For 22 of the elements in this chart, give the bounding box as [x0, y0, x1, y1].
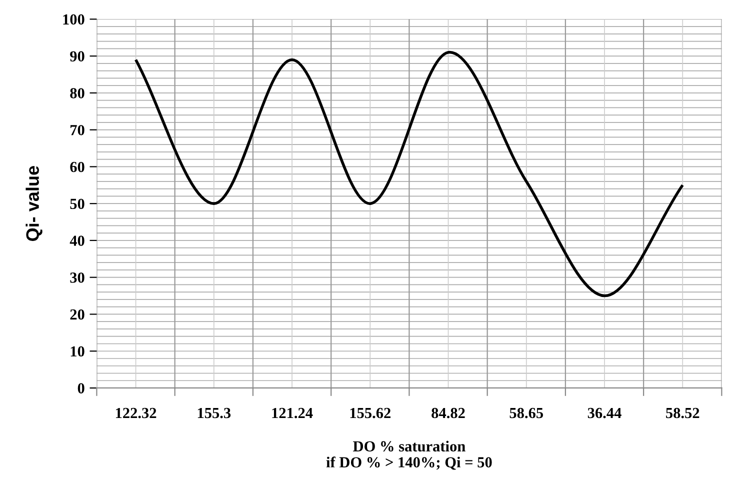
- y-tick-label: 70: [70, 124, 84, 136]
- y-tick-label: 50: [70, 198, 84, 210]
- y-tick-label: 100: [63, 14, 84, 25]
- y-tick-label: 90: [70, 51, 84, 62]
- y-tick-label: 40: [70, 236, 84, 246]
- x-tick-label: 155.62: [350, 408, 390, 418]
- y-tick-label: 0: [78, 383, 84, 394]
- y-axis-title: Qi- value: [26, 166, 42, 241]
- y-tick-label: 30: [70, 272, 84, 283]
- x-tick-label: 121.24: [272, 408, 313, 418]
- x-tick-label: 58.52: [666, 408, 700, 418]
- y-tick-label: 20: [70, 309, 84, 320]
- x-tick-label: 36.44: [588, 408, 622, 418]
- y-tick-label: 10: [70, 346, 84, 357]
- line-series: [134, 50, 684, 298]
- x-tick-label: 122.32: [116, 408, 156, 418]
- x-axis-title: DO % saturation if DO % > 140%; Qi = 50: [326, 440, 492, 470]
- y-tick-label: 80: [70, 88, 84, 98]
- x-tick-label: 155.3: [198, 408, 231, 418]
- x-tick-label: 58.65: [510, 408, 544, 418]
- y-tick-label: 60: [70, 162, 84, 172]
- x-tick-label: 84.82: [432, 408, 465, 418]
